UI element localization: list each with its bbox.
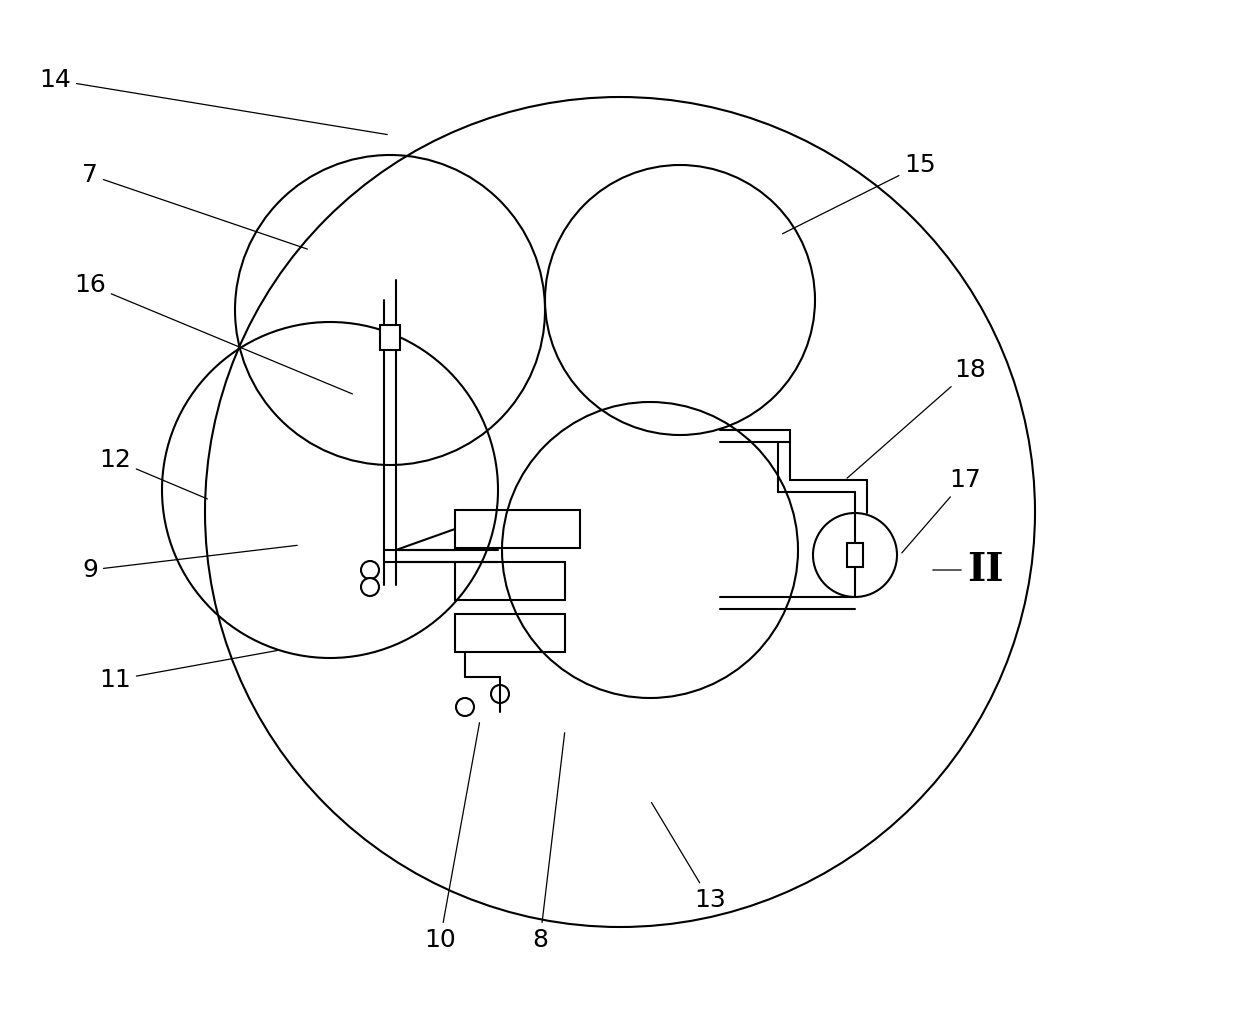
Text: 17: 17 — [901, 468, 981, 553]
Text: 8: 8 — [532, 733, 564, 952]
Text: 9: 9 — [82, 546, 298, 582]
Text: 13: 13 — [651, 803, 725, 912]
Circle shape — [361, 561, 379, 579]
Text: 7: 7 — [82, 163, 308, 249]
Bar — [847, 543, 863, 567]
Bar — [455, 614, 565, 652]
Bar — [455, 562, 565, 600]
Circle shape — [491, 685, 508, 703]
Circle shape — [456, 698, 474, 716]
Bar — [455, 510, 580, 548]
Text: 18: 18 — [847, 358, 986, 478]
Text: 15: 15 — [782, 153, 936, 233]
Text: 12: 12 — [99, 449, 207, 499]
Text: 14: 14 — [40, 68, 387, 134]
Text: II: II — [932, 551, 1003, 589]
Text: 11: 11 — [99, 650, 278, 692]
Bar — [379, 325, 401, 350]
Circle shape — [361, 578, 379, 596]
Text: 16: 16 — [74, 273, 352, 394]
Text: 10: 10 — [424, 723, 480, 952]
